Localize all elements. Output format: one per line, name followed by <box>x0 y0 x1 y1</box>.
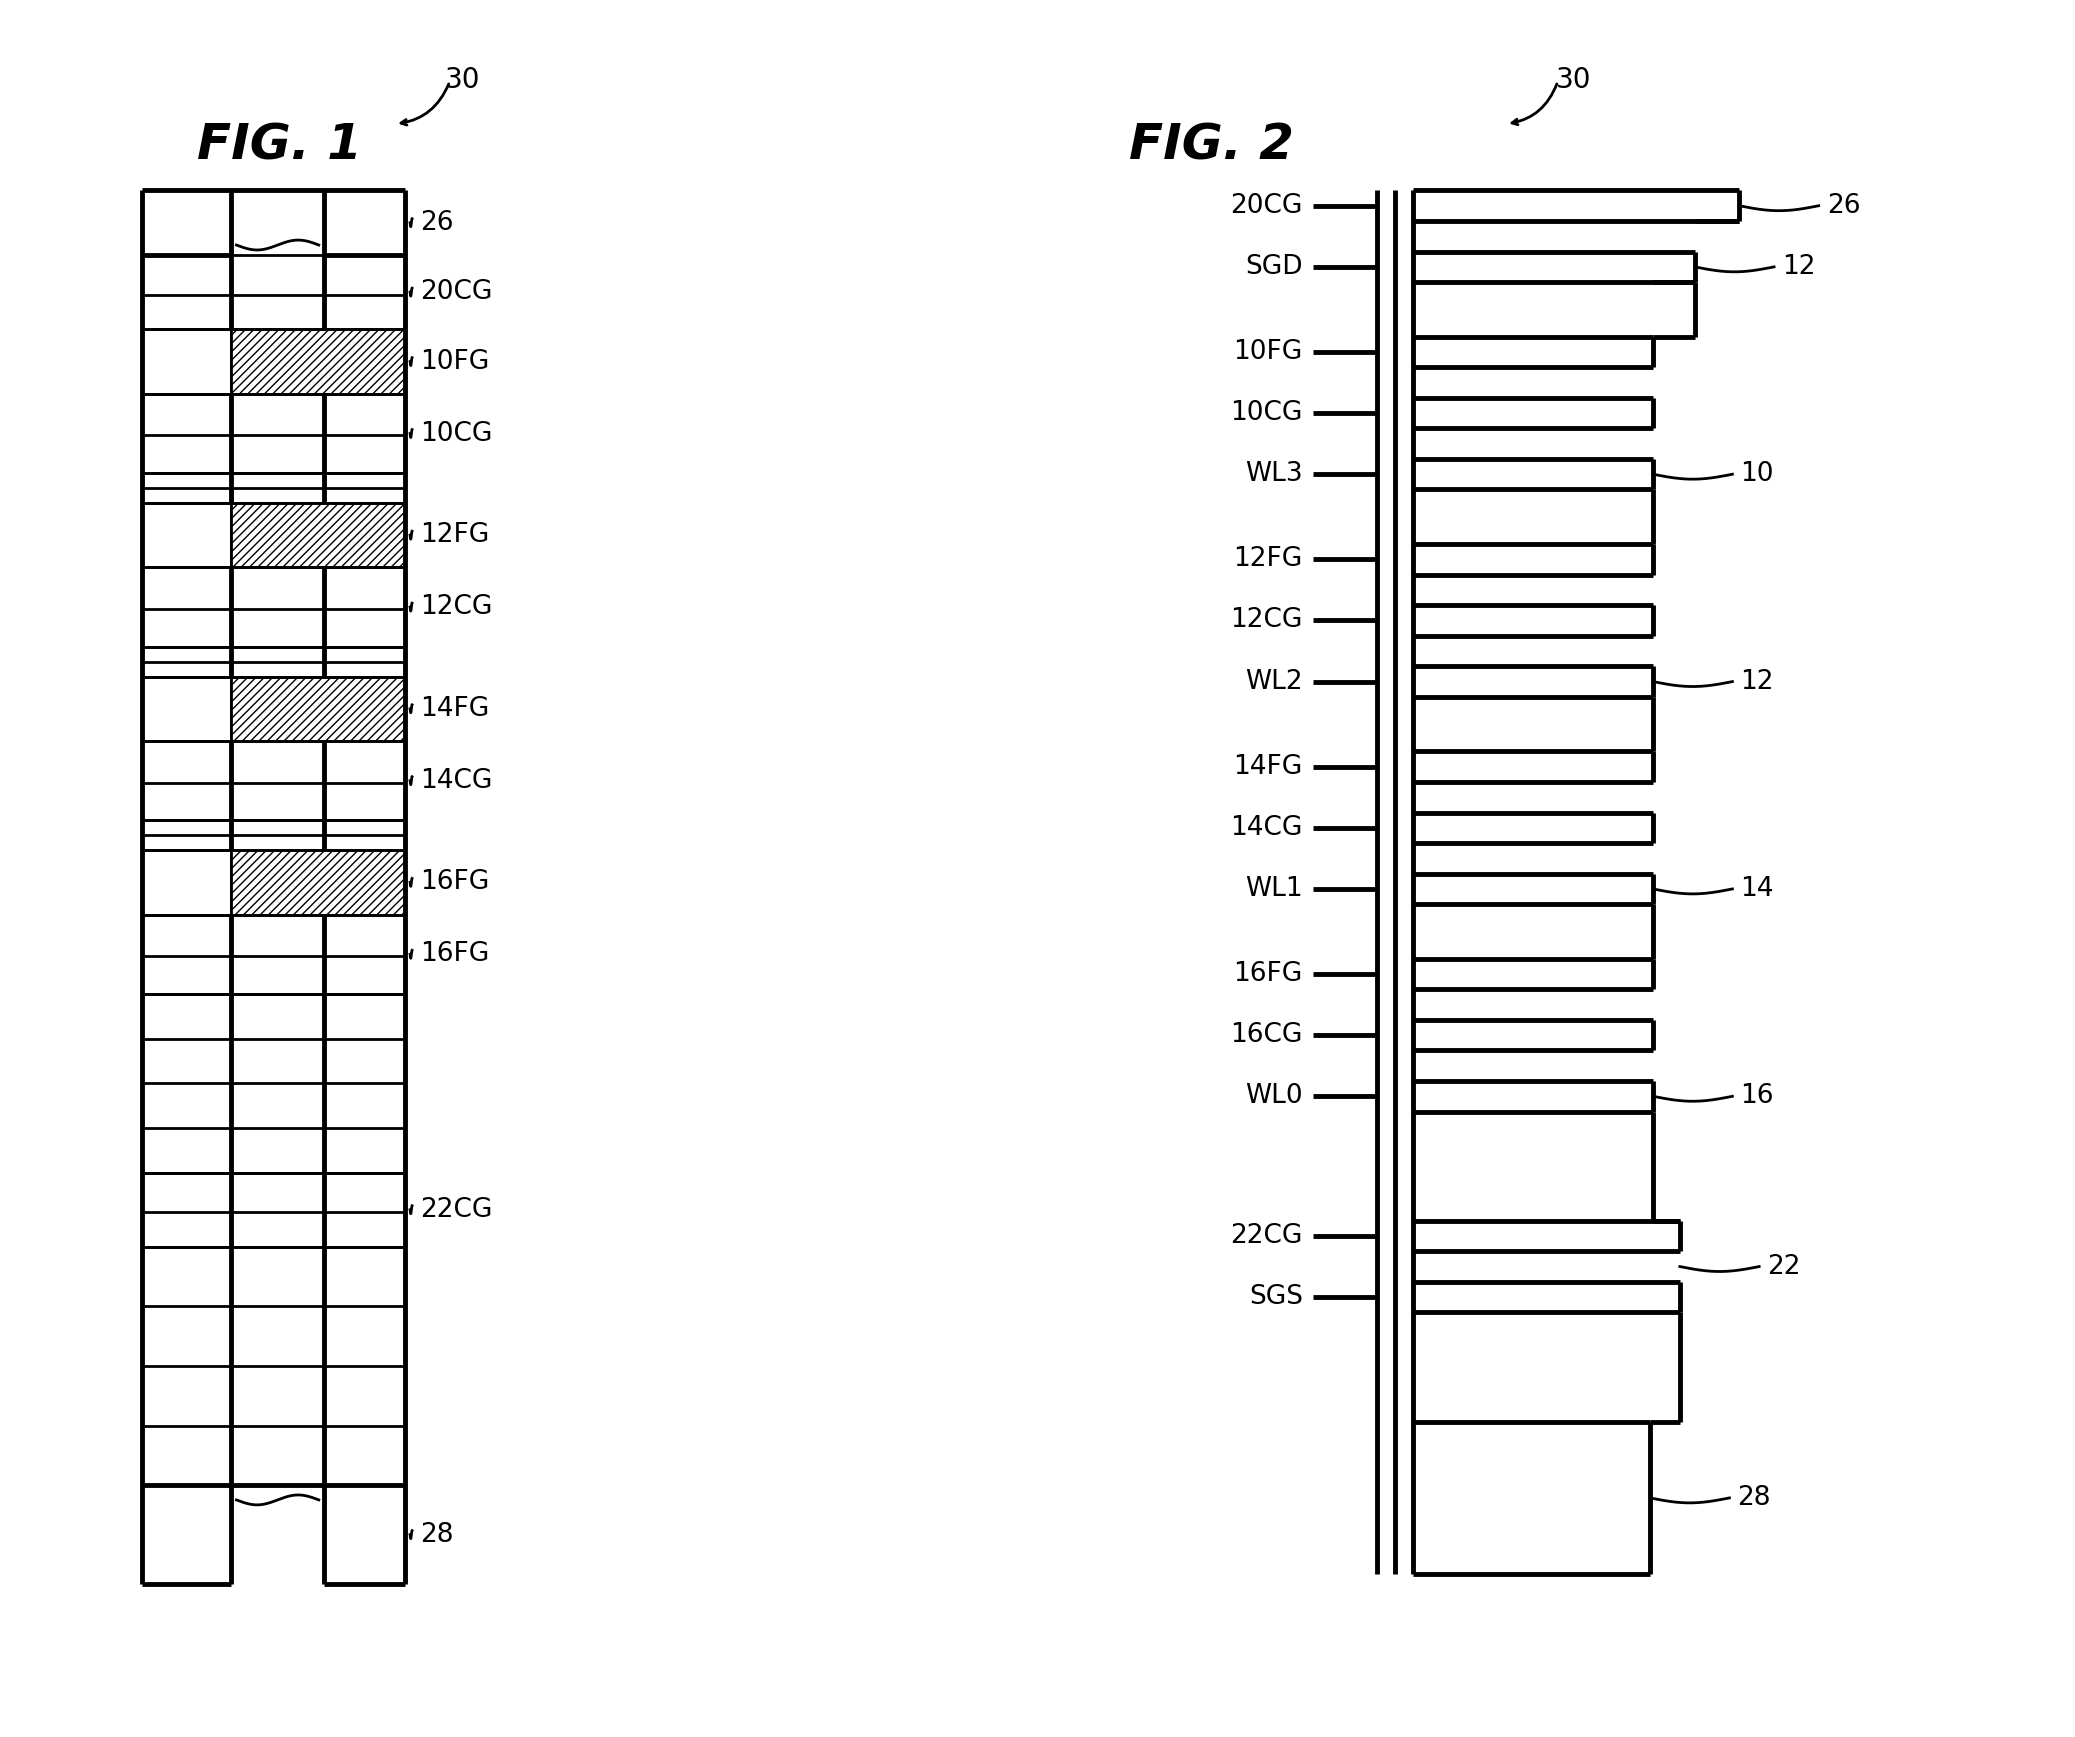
Bar <box>232 676 405 742</box>
Text: 22CG: 22CG <box>419 1197 492 1223</box>
Text: 16: 16 <box>1741 1084 1774 1110</box>
Text: 26: 26 <box>1826 193 1859 219</box>
Text: 14CG: 14CG <box>1230 815 1303 841</box>
Bar <box>143 504 232 568</box>
Text: 14: 14 <box>1741 875 1774 902</box>
Bar <box>232 504 405 568</box>
Text: 14FG: 14FG <box>1235 754 1303 780</box>
Text: SGS: SGS <box>1249 1284 1303 1310</box>
Text: 10: 10 <box>1741 462 1774 486</box>
Text: 22CG: 22CG <box>1230 1223 1303 1249</box>
Bar <box>143 849 232 915</box>
Text: WL0: WL0 <box>1245 1084 1303 1110</box>
Text: 28: 28 <box>1737 1485 1770 1511</box>
Text: SGD: SGD <box>1245 254 1303 280</box>
Text: 20CG: 20CG <box>419 280 492 306</box>
Text: 10FG: 10FG <box>1235 339 1303 365</box>
Text: 30: 30 <box>444 66 479 94</box>
Text: 14FG: 14FG <box>419 697 490 723</box>
Bar <box>232 849 405 915</box>
Bar <box>143 330 232 394</box>
Text: 12: 12 <box>1782 254 1816 280</box>
Bar <box>143 676 232 742</box>
Text: 30: 30 <box>1556 66 1592 94</box>
Text: 12FG: 12FG <box>1235 547 1303 573</box>
Text: 16FG: 16FG <box>419 870 490 895</box>
Text: 12CG: 12CG <box>419 594 492 620</box>
Text: FIG. 2: FIG. 2 <box>1129 122 1295 168</box>
Text: FIG. 1: FIG. 1 <box>197 122 361 168</box>
Text: 28: 28 <box>419 1522 454 1548</box>
Text: 20CG: 20CG <box>1230 193 1303 219</box>
Text: WL2: WL2 <box>1245 669 1303 695</box>
Text: 26: 26 <box>419 210 454 236</box>
Text: 12FG: 12FG <box>419 523 490 549</box>
Bar <box>232 330 405 394</box>
Text: 10CG: 10CG <box>1230 400 1303 426</box>
Text: 16CG: 16CG <box>1230 1021 1303 1047</box>
Text: 10FG: 10FG <box>419 349 490 375</box>
Text: WL3: WL3 <box>1245 462 1303 486</box>
Text: 12: 12 <box>1741 669 1774 695</box>
Text: 12CG: 12CG <box>1230 608 1303 634</box>
Text: WL1: WL1 <box>1245 875 1303 902</box>
Text: 16FG: 16FG <box>1235 961 1303 987</box>
Text: 14CG: 14CG <box>419 768 492 794</box>
Text: 16FG: 16FG <box>419 941 490 968</box>
Text: 22: 22 <box>1768 1254 1801 1280</box>
Text: 10CG: 10CG <box>419 420 492 446</box>
